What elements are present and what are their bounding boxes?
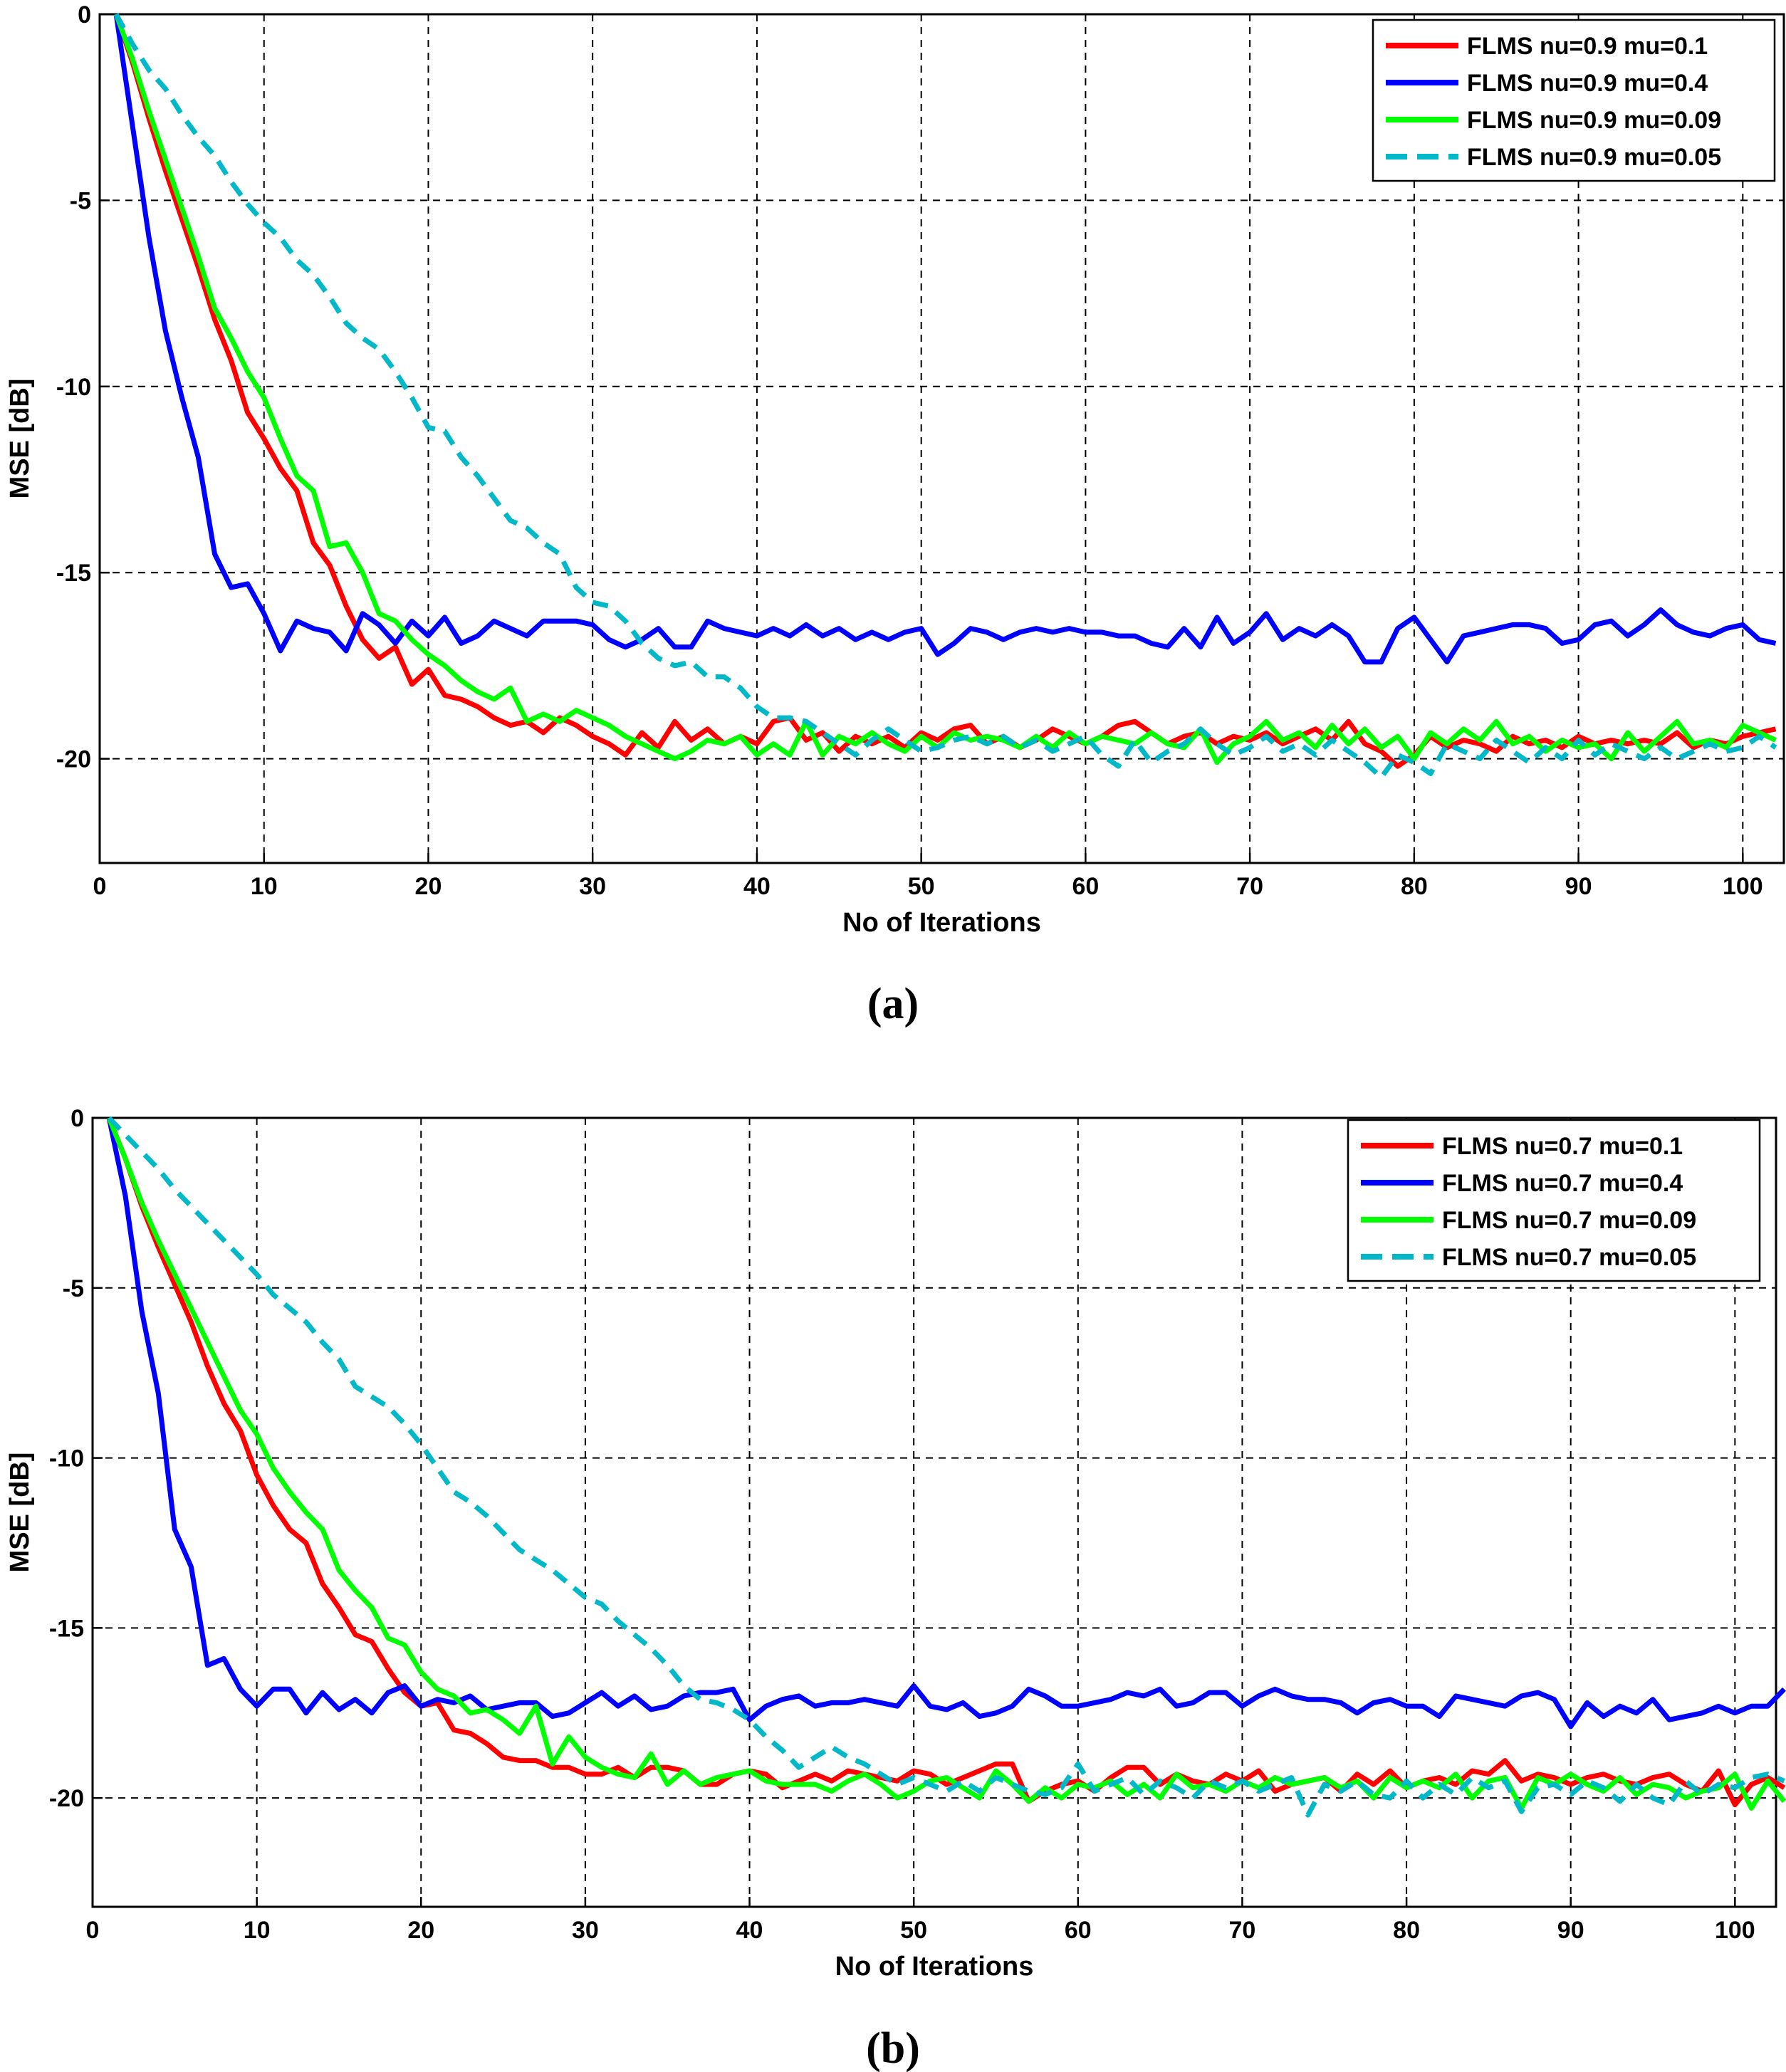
x-tick-label: 60 bbox=[1065, 1917, 1092, 1944]
series-line-3 bbox=[106, 1116, 1786, 1811]
series-line-4 bbox=[114, 13, 1777, 780]
y-tick-label: -10 bbox=[49, 1445, 84, 1472]
y-tick-label: -20 bbox=[49, 1785, 84, 1812]
x-tick-label: 40 bbox=[736, 1917, 763, 1944]
x-axis-title: No of Iterations bbox=[835, 1952, 1034, 1982]
chart-panel-a: 0 10 20 30 40 50 60 70 80 90 100 0 -5 -10 -15 -20 No of … bbox=[5, 1, 1785, 1028]
x-tick-label: 40 bbox=[743, 873, 771, 900]
legend-entry-label: FLMS nu=0.7 mu=0.05 bbox=[1442, 1244, 1696, 1271]
y-tick-label: -15 bbox=[56, 560, 91, 587]
series-line-3 bbox=[113, 13, 1777, 765]
x-tick-label: 60 bbox=[1072, 873, 1099, 900]
y-axis-title: MSE [dB] bbox=[5, 379, 35, 499]
legend: FLMS nu=0.9 mu=0.1 FLMS nu=0.9 mu=0.4 FLMS… bbox=[1372, 19, 1776, 182]
x-tick-label: 10 bbox=[251, 873, 278, 900]
legend-entry-label: FLMS nu=0.9 mu=0.05 bbox=[1467, 144, 1721, 171]
chart-panel-b: 0 10 20 30 40 50 60 70 80 90 100 0 -5 -10 -15 -20 No of … bbox=[5, 1105, 1786, 2072]
y-tick-label: 0 bbox=[78, 1, 91, 28]
x-tick-label: 20 bbox=[415, 873, 442, 900]
x-tick-label: 30 bbox=[579, 873, 606, 900]
legend-entry-label: FLMS nu=0.9 mu=0.4 bbox=[1467, 70, 1708, 97]
panel-caption: (a) bbox=[867, 980, 919, 1028]
series-line-1 bbox=[106, 1116, 1786, 1808]
y-tick-label: -5 bbox=[70, 187, 91, 214]
legend-entry-label: FLMS nu=0.7 mu=0.4 bbox=[1442, 1170, 1683, 1197]
y-tick-label: -15 bbox=[49, 1615, 84, 1642]
x-tick-label: 80 bbox=[1393, 1917, 1420, 1944]
plot-area-frame bbox=[98, 13, 1785, 864]
x-tick-label: 20 bbox=[407, 1917, 434, 1944]
series-line-2 bbox=[106, 1117, 1786, 1730]
x-tick-label: 90 bbox=[1557, 1917, 1584, 1944]
legend: FLMS nu=0.7 mu=0.1 FLMS nu=0.7 mu=0.4 FLMS… bbox=[1347, 1119, 1761, 1282]
y-tick-label: -10 bbox=[56, 374, 91, 401]
x-tick-label: 90 bbox=[1565, 873, 1592, 900]
legend-entry-label: FLMS nu=0.7 mu=0.1 bbox=[1442, 1133, 1683, 1160]
y-tick-label: -5 bbox=[63, 1275, 84, 1302]
x-tick-label: 50 bbox=[900, 1917, 927, 1944]
legend-entry-label: FLMS nu=0.9 mu=0.1 bbox=[1467, 33, 1708, 60]
y-tick-label: -20 bbox=[56, 746, 91, 773]
plot-area-frame bbox=[91, 1116, 1777, 1908]
x-tick-label: 80 bbox=[1401, 873, 1428, 900]
x-tick-label: 70 bbox=[1236, 873, 1263, 900]
series-line-2 bbox=[113, 14, 1777, 665]
legend-entry-label: FLMS nu=0.9 mu=0.09 bbox=[1467, 107, 1721, 134]
x-tick-label: 0 bbox=[86, 1917, 100, 1944]
x-tick-label: 100 bbox=[1723, 873, 1763, 900]
y-axis-title: MSE [dB] bbox=[5, 1453, 35, 1573]
legend-entry-label: FLMS nu=0.7 mu=0.09 bbox=[1442, 1207, 1696, 1234]
x-tick-label: 10 bbox=[244, 1917, 271, 1944]
series-line-4 bbox=[107, 1116, 1785, 1818]
panel-caption: (b) bbox=[866, 2024, 920, 2072]
y-tick-label: 0 bbox=[70, 1105, 84, 1132]
x-tick-label: 50 bbox=[908, 873, 935, 900]
x-tick-label: 70 bbox=[1229, 1917, 1256, 1944]
x-tick-label: 30 bbox=[572, 1917, 599, 1944]
x-axis-title: No of Iterations bbox=[842, 908, 1041, 938]
x-tick-label: 0 bbox=[93, 873, 107, 900]
series-line-1 bbox=[113, 13, 1777, 769]
x-tick-label: 100 bbox=[1715, 1917, 1755, 1944]
